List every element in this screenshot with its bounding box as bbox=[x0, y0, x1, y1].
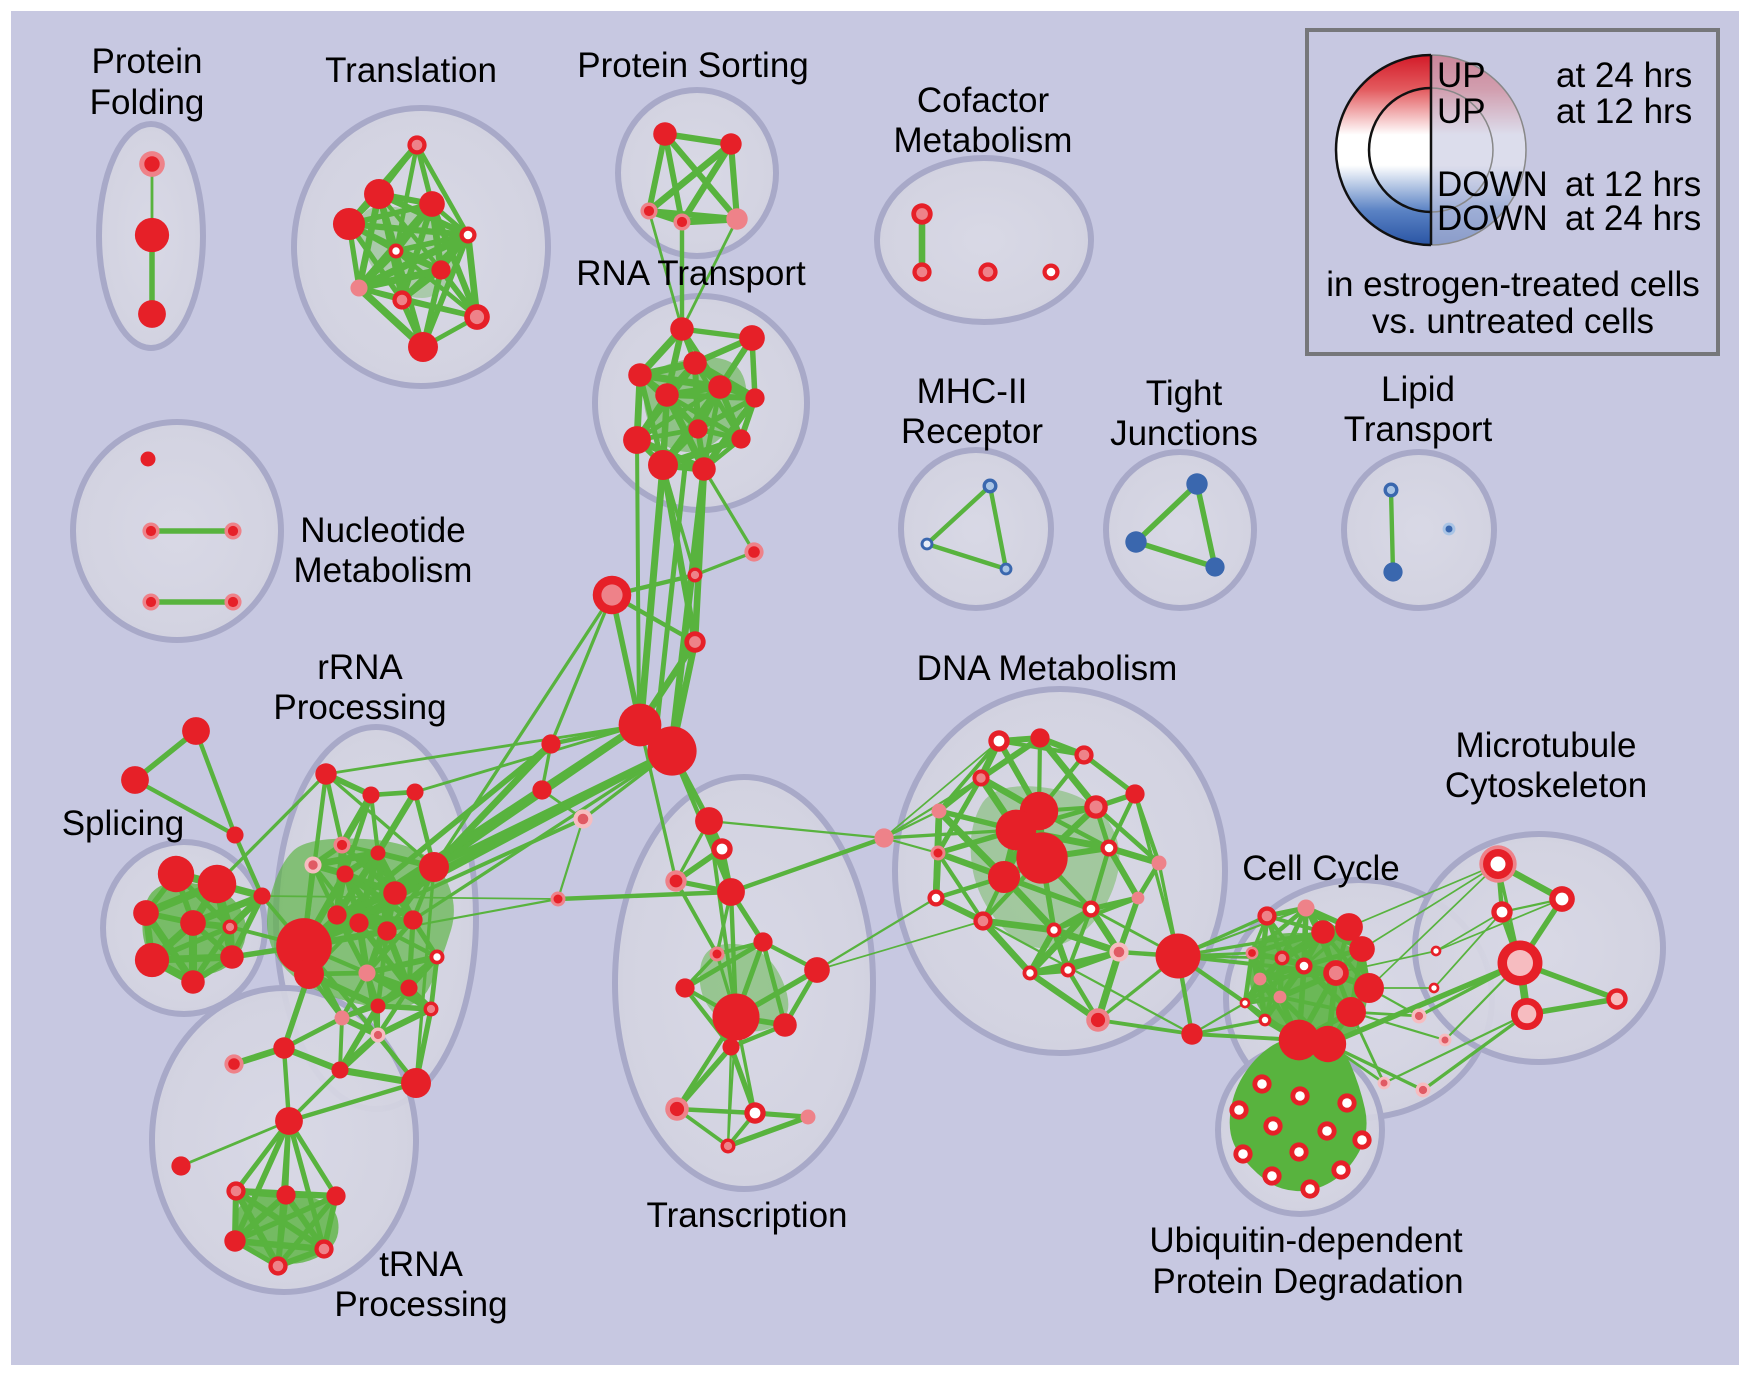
svg-text:at 24 hrs: at 24 hrs bbox=[1556, 56, 1692, 95]
svg-text:Protein Degradation: Protein Degradation bbox=[1152, 1262, 1463, 1301]
svg-text:Protein: Protein bbox=[92, 42, 203, 81]
svg-text:Junctions: Junctions bbox=[1110, 414, 1258, 453]
svg-text:MHC-II: MHC-II bbox=[917, 372, 1028, 411]
svg-text:Cytoskeleton: Cytoskeleton bbox=[1445, 766, 1647, 805]
svg-text:Microtubule: Microtubule bbox=[1456, 726, 1637, 765]
svg-text:rRNA: rRNA bbox=[317, 648, 403, 687]
svg-text:in estrogen-treated cells: in estrogen-treated cells bbox=[1326, 265, 1700, 304]
svg-text:Cell Cycle: Cell Cycle bbox=[1242, 849, 1400, 888]
svg-text:DOWN: DOWN bbox=[1437, 165, 1548, 204]
svg-text:Metabolism: Metabolism bbox=[894, 121, 1073, 160]
svg-text:at 12 hrs: at 12 hrs bbox=[1556, 92, 1692, 131]
svg-text:Splicing: Splicing bbox=[62, 804, 185, 843]
svg-text:tRNA: tRNA bbox=[379, 1245, 463, 1284]
svg-text:UP: UP bbox=[1437, 92, 1486, 131]
svg-text:Lipid: Lipid bbox=[1381, 370, 1455, 409]
svg-text:Processing: Processing bbox=[273, 688, 446, 727]
svg-text:Protein Sorting: Protein Sorting bbox=[577, 46, 809, 85]
svg-text:Receptor: Receptor bbox=[901, 412, 1043, 451]
svg-text:DNA Metabolism: DNA Metabolism bbox=[917, 649, 1178, 688]
svg-text:Ubiquitin-dependent: Ubiquitin-dependent bbox=[1149, 1221, 1463, 1260]
svg-text:RNA Transport: RNA Transport bbox=[576, 254, 806, 293]
svg-text:Metabolism: Metabolism bbox=[294, 551, 473, 590]
svg-text:Transcription: Transcription bbox=[647, 1196, 848, 1235]
svg-text:vs. untreated cells: vs. untreated cells bbox=[1372, 302, 1654, 341]
svg-text:at 24 hrs: at 24 hrs bbox=[1565, 199, 1701, 238]
svg-text:Translation: Translation bbox=[325, 51, 497, 90]
svg-text:UP: UP bbox=[1437, 56, 1486, 95]
svg-text:Tight: Tight bbox=[1146, 374, 1223, 413]
svg-text:DOWN: DOWN bbox=[1437, 199, 1548, 238]
svg-text:Transport: Transport bbox=[1344, 410, 1493, 449]
svg-text:Cofactor: Cofactor bbox=[917, 81, 1050, 120]
svg-text:Nucleotide: Nucleotide bbox=[300, 511, 465, 550]
svg-text:Folding: Folding bbox=[90, 83, 205, 122]
svg-text:at 12 hrs: at 12 hrs bbox=[1565, 165, 1701, 204]
svg-text:Processing: Processing bbox=[334, 1285, 507, 1324]
